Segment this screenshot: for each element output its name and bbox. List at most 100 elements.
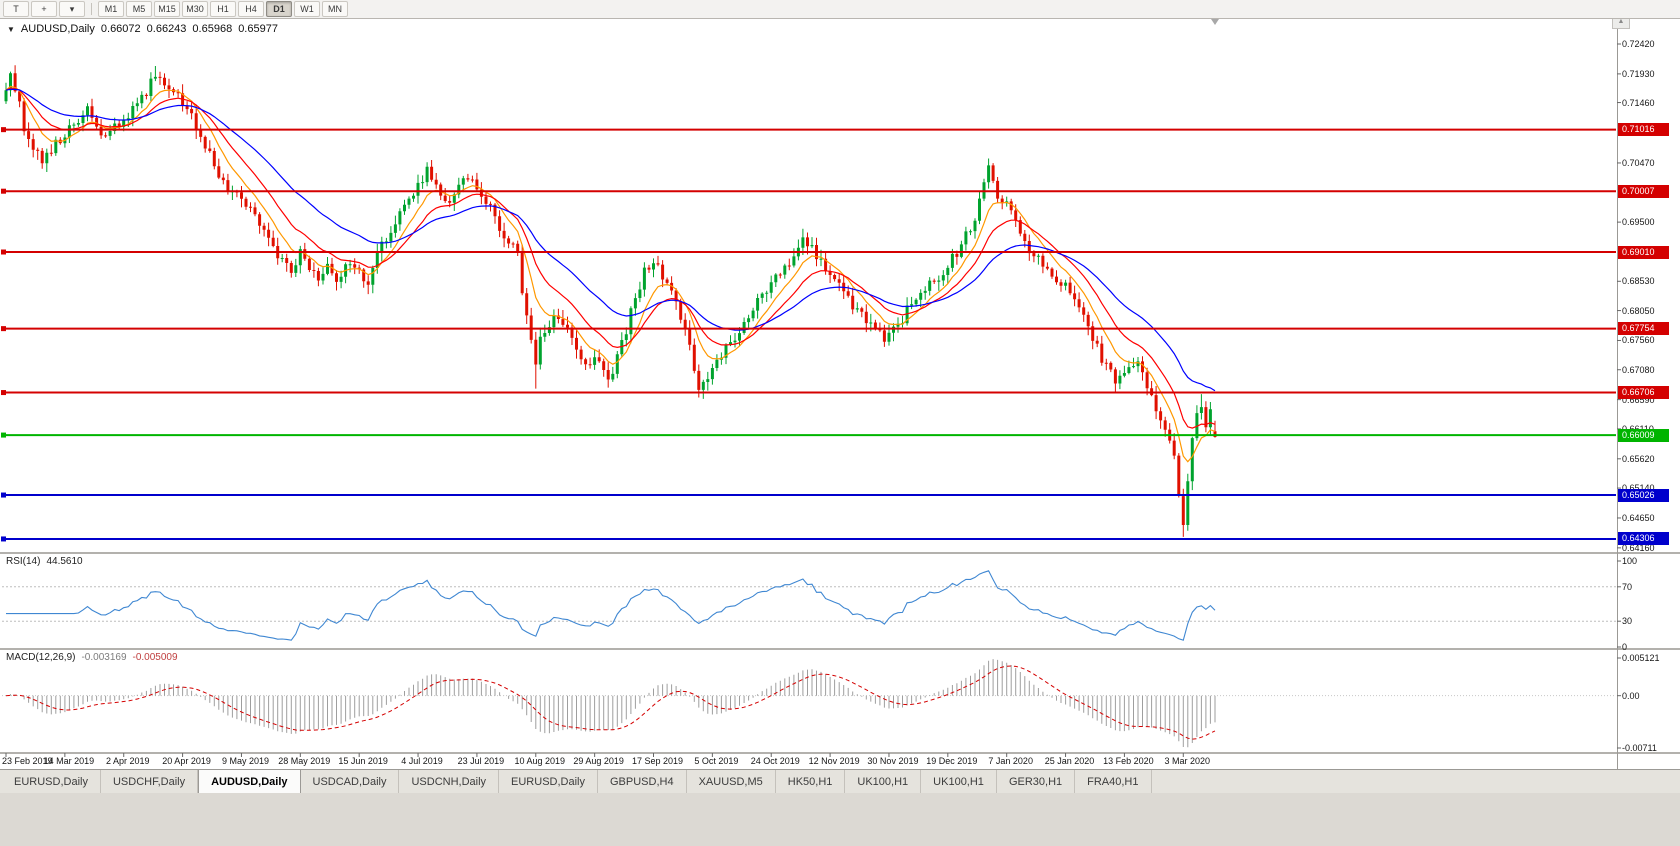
bottom-tab-usdchf-daily[interactable]: USDCHF,Daily — [100, 770, 199, 793]
rsi-tick: 0 — [1622, 642, 1628, 652]
panel-divider[interactable] — [0, 552, 1680, 554]
bottom-tab-uk100-h1[interactable]: UK100,H1 — [921, 770, 997, 793]
macd-panel[interactable] — [0, 650, 1617, 752]
price-tick: 0.68050 — [1622, 305, 1655, 316]
timeframe-button-m1[interactable]: M1 — [98, 1, 124, 17]
bottom-tab-hk50-h1[interactable]: HK50,H1 — [775, 770, 846, 793]
price-tick: 0.64160 — [1622, 542, 1655, 553]
expand-triangle-icon[interactable]: ▼ — [7, 24, 15, 34]
rsi-title: RSI(14) 44.5610 — [6, 556, 83, 567]
price-chart-panel[interactable] — [0, 18, 1617, 552]
time-axis[interactable] — [0, 754, 1680, 769]
chart-tab-bar: EURUSD,Daily USDCHF,Daily AUDUSD,Daily USDC… — [0, 769, 1680, 793]
open-value: 0.66072 — [100, 23, 141, 35]
bottom-tab-fra40-h1[interactable]: FRA40,H1 — [1075, 770, 1152, 793]
chevron-down-icon[interactable]: ▾ — [59, 1, 85, 17]
rsi-tick: 70 — [1622, 581, 1633, 592]
chart-symbol-period: AUDUSD,Daily — [20, 23, 95, 35]
level-price-label: 0.67754 — [1618, 322, 1669, 336]
crosshair-icon[interactable]: + — [31, 1, 57, 17]
level-price-label: 0.70007 — [1618, 184, 1669, 198]
timeframe-button-h1[interactable]: H1 — [210, 1, 236, 17]
price-tick: 0.65620 — [1622, 453, 1655, 464]
date-label: 23 Jul 2019 — [457, 756, 505, 766]
date-label: 24 Oct 2019 — [750, 756, 800, 766]
panel-divider[interactable] — [0, 752, 1680, 754]
price-tick: 0.69500 — [1622, 217, 1655, 228]
date-label: 17 Sep 2019 — [631, 756, 684, 766]
bottom-tab-usdcnh-daily[interactable]: USDCNH,Daily — [399, 770, 500, 793]
level-price-label: 0.65026 — [1618, 488, 1669, 502]
low-value: 0.65968 — [192, 23, 233, 35]
macd-signal-value: -0.005009 — [132, 652, 178, 663]
status-strip — [0, 793, 1680, 846]
panel-divider[interactable] — [0, 648, 1680, 650]
timeframe-button-d1[interactable]: D1 — [266, 1, 292, 17]
timeframe-button-w1[interactable]: W1 — [294, 1, 320, 17]
bottom-tab-eurusd-daily[interactable]: EURUSD,Daily — [499, 770, 598, 793]
rsi-panel[interactable] — [0, 554, 1617, 648]
price-tick: 0.71930 — [1622, 68, 1655, 79]
timeframe-button-mn[interactable]: MN — [322, 1, 348, 17]
macd-title: MACD(12,26,9) -0.003169 -0.005009 — [6, 652, 178, 663]
bottom-tab-usdcad-daily[interactable]: USDCAD,Daily — [300, 770, 400, 793]
date-label: 19 Dec 2019 — [926, 756, 978, 766]
date-label: 2 Apr 2019 — [105, 756, 150, 766]
bottom-tab-ger30-h1[interactable]: GER30,H1 — [996, 770, 1076, 793]
date-label: 7 Jan 2020 — [988, 756, 1033, 766]
date-label: 10 Aug 2019 — [514, 756, 566, 766]
date-label: 5 Oct 2019 — [694, 756, 739, 766]
date-label: 15 Jun 2019 — [338, 756, 388, 766]
bottom-tab-uk100-h1[interactable]: UK100,H1 — [845, 770, 922, 793]
price-axis-border — [1617, 18, 1618, 769]
date-label: 14 Mar 2019 — [43, 756, 95, 766]
timeframe-button-m30[interactable]: M30 — [182, 1, 208, 17]
top-toolbar: T + ▾ M1 M5 M15 M30 H1 H4 D1 W1 MN — [0, 0, 1680, 19]
date-label: 28 May 2019 — [278, 756, 331, 766]
timeframe-button-m5[interactable]: M5 — [126, 1, 152, 17]
level-price-label: 0.71016 — [1618, 123, 1669, 137]
macd-value: -0.003169 — [81, 652, 127, 663]
price-tick: 0.64650 — [1622, 512, 1655, 523]
price-tick: 0.71460 — [1622, 97, 1655, 108]
bottom-tab-eurusd-daily[interactable]: EURUSD,Daily — [2, 770, 101, 793]
close-value: 0.65977 — [238, 23, 278, 35]
price-tick: 0.67080 — [1622, 364, 1655, 375]
bottom-tab-audusd-daily[interactable]: AUDUSD,Daily — [198, 770, 301, 793]
level-price-label: 0.64306 — [1618, 532, 1669, 546]
date-label: 30 Nov 2019 — [867, 756, 919, 766]
macd-tick: -0.00711 — [1622, 743, 1657, 753]
date-label: 29 Aug 2019 — [573, 756, 624, 766]
rsi-tick: 30 — [1622, 616, 1633, 627]
scroll-up-icon[interactable]: ▲ — [1612, 16, 1630, 29]
timeframe-button-h4[interactable]: H4 — [238, 1, 264, 17]
date-label: 9 May 2019 — [221, 756, 269, 766]
date-label: 23 Feb 2019 — [2, 756, 53, 766]
toolbar-separator — [91, 3, 92, 15]
level-price-label: 0.66009 — [1618, 428, 1669, 442]
price-tick: 0.70470 — [1622, 157, 1655, 168]
text-tool-button[interactable]: T — [3, 1, 29, 17]
price-tick: 0.67560 — [1622, 335, 1655, 346]
date-label: 13 Feb 2020 — [1103, 756, 1154, 766]
level-price-label: 0.66706 — [1618, 386, 1669, 400]
timeframe-group: M1 M5 M15 M30 H1 H4 D1 W1 MN — [98, 1, 348, 17]
macd-tick: 0.005121 — [1622, 653, 1660, 663]
bottom-tab-xauusd-m5[interactable]: XAUUSD,M5 — [686, 770, 776, 793]
bottom-tab-gbpusd-h4[interactable]: GBPUSD,H4 — [598, 770, 687, 793]
price-tick: 0.68530 — [1622, 276, 1655, 287]
date-label: 12 Nov 2019 — [808, 756, 860, 766]
rsi-value: 44.5610 — [46, 556, 83, 567]
timeframe-button-m15[interactable]: M15 — [154, 1, 180, 17]
price-tick: 0.72420 — [1622, 39, 1655, 49]
rsi-tick: 100 — [1622, 556, 1638, 566]
macd-tick: 0.00 — [1622, 690, 1640, 701]
price-tick: 0.66590 — [1622, 394, 1655, 405]
date-label: 4 Jul 2019 — [401, 756, 443, 766]
date-label: 25 Jan 2020 — [1044, 756, 1095, 766]
chart-title: ▼ AUDUSD,Daily 0.66072 0.66243 0.65968 0… — [7, 23, 278, 35]
rsi-label: RSI(14) — [6, 556, 41, 567]
date-label: 20 Apr 2019 — [162, 756, 211, 766]
high-value: 0.66243 — [146, 23, 187, 35]
